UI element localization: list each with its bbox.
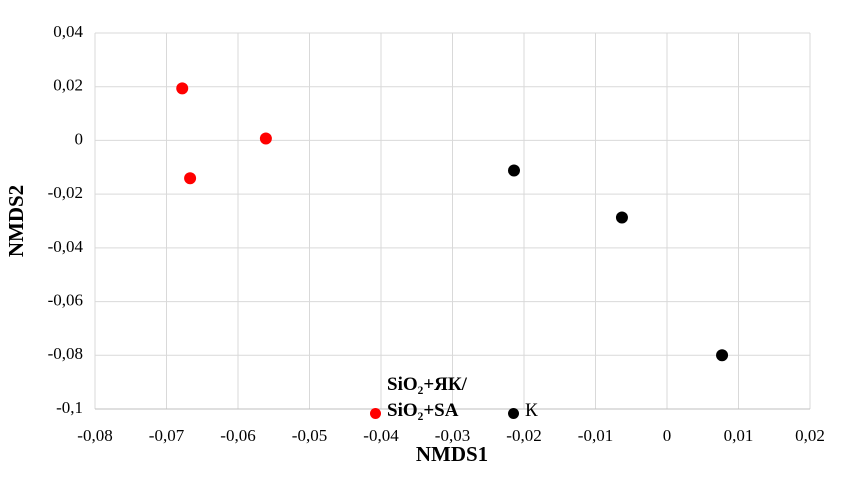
- legend-marker: [508, 408, 519, 419]
- point: [184, 172, 197, 185]
- x-tick-label: -0,02: [506, 426, 541, 445]
- y-tick-label: -0,02: [48, 183, 83, 202]
- y-tick-label: 0,04: [53, 22, 83, 41]
- y-tick-label: 0,02: [53, 76, 83, 95]
- point: [507, 164, 520, 177]
- legend-item: К: [508, 398, 568, 424]
- x-tick-label: 0,01: [724, 426, 754, 445]
- point: [716, 349, 729, 362]
- x-tick-label: -0,04: [363, 426, 399, 445]
- x-tick-label: -0,05: [292, 426, 327, 445]
- point: [259, 132, 272, 145]
- x-tick-label: -0,06: [220, 426, 255, 445]
- legend-label: SiO₂+ЯК/ SiO₂+SA: [387, 374, 467, 421]
- y-tick-label: -0,06: [48, 290, 83, 309]
- legend-marker: [370, 408, 381, 419]
- legend-item: SiO₂+ЯК/ SiO₂+SA: [370, 372, 495, 424]
- x-tick-label: 0,02: [795, 426, 825, 445]
- x-tick-label: -0,07: [149, 426, 185, 445]
- x-tick-label: -0,08: [77, 426, 112, 445]
- y-tick-label: -0,1: [56, 398, 83, 417]
- point: [615, 211, 628, 224]
- y-tick-label: 0: [75, 129, 84, 148]
- y-tick-label: -0,08: [48, 344, 83, 363]
- x-tick-label: -0,01: [578, 426, 613, 445]
- legend-label: К: [525, 400, 538, 421]
- point: [176, 82, 189, 95]
- x-tick-label: 0: [663, 426, 672, 445]
- x-tick-label: -0,03: [435, 426, 470, 445]
- y-tick-label: -0,04: [48, 237, 84, 256]
- y-axis-title: NMDS2: [4, 185, 28, 257]
- x-axis-title: NMDS1: [416, 442, 488, 466]
